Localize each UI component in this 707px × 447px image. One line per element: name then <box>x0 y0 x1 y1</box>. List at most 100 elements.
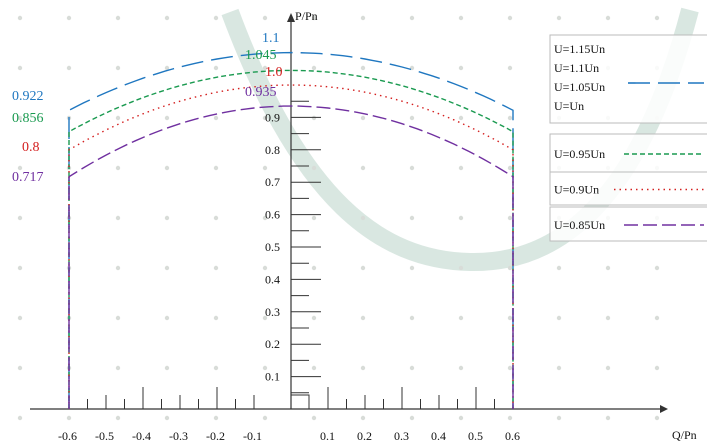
grid-dot <box>262 315 268 321</box>
peak-label: 0.935 <box>245 85 277 100</box>
grid-dot <box>17 115 23 121</box>
legend-entry: U=0.9Un <box>554 183 599 197</box>
x-tick-label: 0.3 <box>394 429 409 443</box>
grid-dot <box>262 65 268 71</box>
grid-dot <box>507 15 513 21</box>
grid-dot <box>213 215 219 221</box>
grid-dot <box>164 415 170 421</box>
y-tick-label: 0.5 <box>265 240 280 254</box>
edge-label: 0.717 <box>12 170 44 185</box>
grid-dot <box>654 15 660 21</box>
x-tick-label: 0.2 <box>357 429 372 443</box>
grid-dot <box>654 315 660 321</box>
grid-dot <box>115 165 121 171</box>
grid-dot <box>115 265 121 271</box>
grid-dot <box>507 365 513 371</box>
grid-dot <box>115 415 121 421</box>
x-tick-label: 0.1 <box>320 429 335 443</box>
x-tick-label: -0.5 <box>95 429 114 443</box>
grid-dot <box>360 165 366 171</box>
grid-dot <box>311 165 317 171</box>
grid-dot <box>164 15 170 21</box>
x-axis-arrow <box>660 405 668 413</box>
legend-entry: U=1.1Un <box>554 61 599 75</box>
legend: U=1.15Un U=1.1Un U=1.05Un U=Un U=0.95Un U=0.9… <box>549 34 707 242</box>
data-labels: 1.1 0.922 1.045 0.856 1.0 0.8 0.935 0.717 <box>12 31 283 185</box>
grid-dot <box>605 15 611 21</box>
grid-dot <box>262 215 268 221</box>
grid-dot <box>409 265 415 271</box>
grid-dot <box>409 315 415 321</box>
x-tick-label: 0.5 <box>468 429 483 443</box>
grid-dot <box>458 315 464 321</box>
grid-dot <box>311 215 317 221</box>
grid-dot <box>605 415 611 421</box>
grid-dot <box>654 365 660 371</box>
grid-dot <box>605 315 611 321</box>
grid-dot <box>458 215 464 221</box>
grid-dot <box>605 365 611 371</box>
grid-dot <box>311 315 317 321</box>
grid-dot <box>213 365 219 371</box>
grid-dot <box>311 65 317 71</box>
grid-dot <box>115 215 121 221</box>
grid-dot <box>115 115 121 121</box>
grid-dot <box>311 115 317 121</box>
y-tick-label: 0.4 <box>265 272 280 286</box>
grid-dot <box>164 165 170 171</box>
grid-dot <box>311 265 317 271</box>
grid-dot <box>262 165 268 171</box>
legend-entry: U=1.15Un <box>554 42 605 56</box>
x-axis-label: Q/Pn <box>672 428 697 442</box>
grid-dot <box>213 115 219 121</box>
grid-dot <box>409 415 415 421</box>
series-curve <box>68 84 514 409</box>
grid-dot <box>360 65 366 71</box>
grid-dot <box>17 165 23 171</box>
legend-entry: U=0.95Un <box>554 147 605 161</box>
grid-dot <box>409 215 415 221</box>
grid-dot <box>556 415 562 421</box>
grid-dot <box>115 315 121 321</box>
edge-label: 0.8 <box>22 140 40 155</box>
grid-dot <box>164 65 170 71</box>
grid-dot <box>17 415 23 421</box>
grid-dot <box>458 15 464 21</box>
grid-dot <box>507 315 513 321</box>
grid-dot <box>556 265 562 271</box>
grid-dot <box>556 315 562 321</box>
grid-dot <box>66 65 72 71</box>
grid-dot <box>17 215 23 221</box>
y-tick-label: 0.7 <box>265 175 280 189</box>
grid-dot <box>262 15 268 21</box>
legend-box <box>549 133 707 173</box>
grid-dot <box>409 165 415 171</box>
grid-dot <box>507 165 513 171</box>
grid-dot <box>213 315 219 321</box>
ticks: -0.6 -0.5 -0.4 -0.3 -0.2 -0.1 0.1 0.2 0.3 0.4 0.5 0… <box>58 100 520 443</box>
legend-entry: U=0.85Un <box>554 218 605 232</box>
legend-box <box>549 34 707 124</box>
grid-dot <box>458 165 464 171</box>
legend-entry: U=Un <box>554 99 584 113</box>
x-tick-label: 0.6 <box>505 429 520 443</box>
grid-dot <box>17 265 23 271</box>
grid-dot <box>262 115 268 121</box>
series-curve <box>68 69 514 409</box>
grid-dot <box>556 365 562 371</box>
grid-dot <box>213 415 219 421</box>
grid-dot <box>507 265 513 271</box>
x-tick-label: -0.3 <box>169 429 188 443</box>
y-tick-label: 0.1 <box>265 370 280 384</box>
grid-dot <box>66 415 72 421</box>
grid-dot <box>360 415 366 421</box>
y-tick-label: 0.9 <box>265 110 280 124</box>
grid-dot <box>360 215 366 221</box>
y-tick-label: 0.2 <box>265 337 280 351</box>
peak-label: 1.0 <box>265 65 283 80</box>
y-tick-label: 0.3 <box>265 305 280 319</box>
grid-dot <box>164 315 170 321</box>
grid-dot <box>409 15 415 21</box>
grid-dot <box>213 165 219 171</box>
